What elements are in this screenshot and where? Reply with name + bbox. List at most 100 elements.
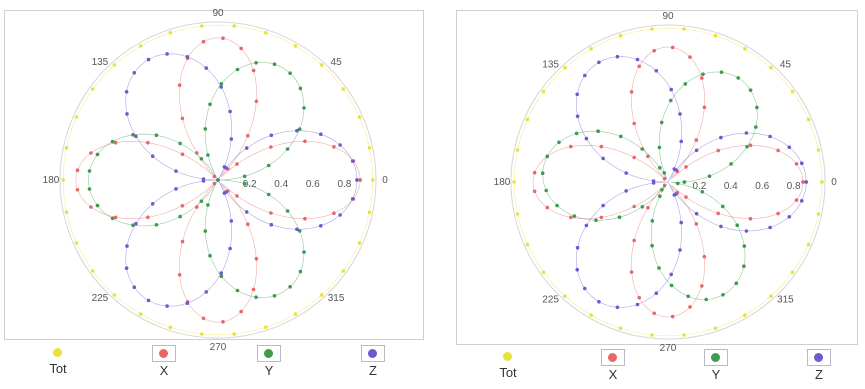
data-point <box>768 134 772 139</box>
data-point <box>754 125 758 129</box>
series-line <box>88 62 305 298</box>
data-point <box>87 169 92 173</box>
legend-dot <box>53 348 62 357</box>
legend-item-z: Z <box>353 345 393 378</box>
data-point <box>302 250 306 254</box>
angle-tick-label: 270 <box>210 342 227 353</box>
data-point <box>232 332 236 336</box>
data-point <box>575 245 580 250</box>
data-point <box>776 211 780 216</box>
data-point <box>654 291 659 296</box>
legend-swatch <box>497 349 519 364</box>
data-point <box>694 211 699 216</box>
data-point <box>679 220 683 225</box>
data-point <box>629 90 634 94</box>
legend-item-x: X <box>144 345 184 378</box>
data-point <box>806 242 811 247</box>
data-point <box>594 218 598 223</box>
data-point <box>583 286 587 291</box>
data-point <box>801 180 805 184</box>
data-point <box>125 112 129 116</box>
data-point <box>742 244 747 248</box>
data-point <box>134 221 138 226</box>
data-point <box>185 301 190 306</box>
data-point <box>650 219 655 223</box>
data-point <box>632 204 636 209</box>
data-point <box>660 188 664 192</box>
data-point <box>755 105 759 110</box>
data-point <box>298 86 303 91</box>
data-point <box>254 99 259 104</box>
data-point <box>540 171 545 175</box>
data-point <box>134 134 138 139</box>
data-point <box>228 109 232 114</box>
data-point <box>285 147 290 151</box>
data-point <box>684 195 688 199</box>
legend-item-tot: Tot <box>38 345 78 376</box>
legend-item-y: Y <box>249 345 289 378</box>
legend-left: Tot X Y Z <box>0 345 430 385</box>
data-point <box>269 133 274 138</box>
data-point <box>146 57 151 62</box>
data-point <box>64 146 69 150</box>
data-point <box>800 199 804 203</box>
data-point <box>669 87 673 92</box>
outer-ring <box>59 21 377 339</box>
angle-tick-label: 45 <box>780 60 792 71</box>
data-point <box>563 65 567 70</box>
data-point <box>180 152 185 156</box>
data-point <box>659 120 664 125</box>
data-point <box>319 224 323 228</box>
data-point <box>125 244 129 248</box>
data-point <box>790 270 795 275</box>
data-point <box>512 180 516 184</box>
data-point <box>132 285 137 290</box>
data-point <box>367 210 372 214</box>
data-point <box>367 146 372 150</box>
angle-tick-label: 90 <box>662 11 674 22</box>
data-point <box>769 294 773 299</box>
data-point <box>735 223 739 227</box>
data-point <box>219 271 223 275</box>
data-point <box>266 192 271 197</box>
data-point <box>700 190 705 194</box>
data-point <box>355 178 359 182</box>
angle-tick-label: 0 <box>831 177 837 188</box>
data-point <box>64 210 69 214</box>
series-y <box>87 61 306 300</box>
data-point <box>716 148 720 153</box>
data-point <box>544 188 548 193</box>
data-point <box>597 60 601 65</box>
data-point <box>168 325 172 330</box>
data-point <box>743 47 747 51</box>
data-point <box>221 320 225 324</box>
legend-swatch <box>47 345 69 360</box>
data-point <box>319 63 324 67</box>
legend-swatch <box>807 349 831 366</box>
data-point <box>89 151 93 155</box>
series-z <box>575 54 808 310</box>
data-point <box>678 248 682 252</box>
data-point <box>670 314 675 319</box>
data-point <box>541 270 546 275</box>
data-point <box>174 187 178 191</box>
data-point <box>165 52 169 56</box>
data-point <box>319 293 324 297</box>
data-point <box>651 181 656 185</box>
data-point <box>652 311 656 316</box>
legend-item-x: X <box>593 349 633 382</box>
series-x <box>75 36 363 324</box>
data-point <box>597 299 601 304</box>
data-point <box>720 204 725 209</box>
data-point <box>110 216 115 221</box>
data-point <box>713 33 718 38</box>
data-point <box>569 215 573 220</box>
data-point <box>662 171 667 175</box>
data-point <box>185 55 190 59</box>
data-point <box>618 326 623 331</box>
data-point <box>319 132 323 136</box>
legend-label: Tot <box>49 361 67 376</box>
data-point <box>235 194 239 198</box>
angle-tick-label: 45 <box>331 57 343 68</box>
data-point <box>222 165 227 169</box>
